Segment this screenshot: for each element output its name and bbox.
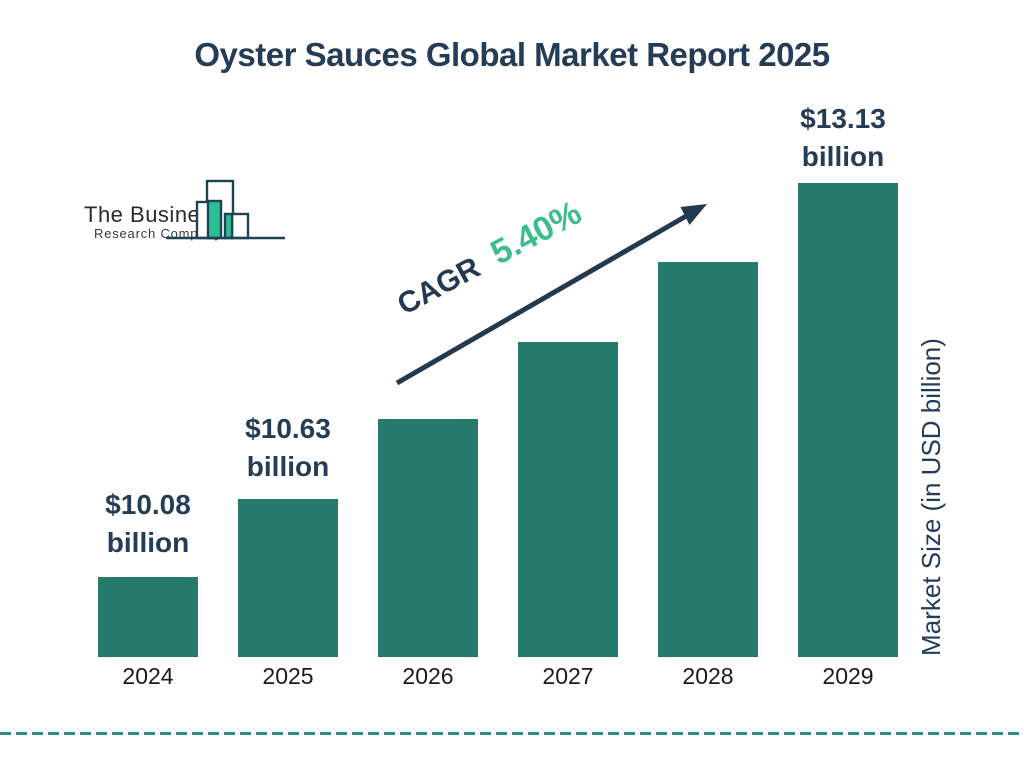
value-amount: $10.63 xyxy=(245,413,331,444)
value-label-2025: $10.63 billion xyxy=(208,410,368,486)
value-label-2029: $13.13 billion xyxy=(763,100,923,176)
value-amount: $13.13 xyxy=(800,103,886,134)
bar-2028 xyxy=(658,262,758,657)
bottom-dashed-divider xyxy=(0,732,1024,735)
x-tick-2024: 2024 xyxy=(122,663,174,689)
bar-2026 xyxy=(378,419,478,657)
x-tick-2027: 2027 xyxy=(542,663,594,689)
y-axis-label: Market Size (in USD billion) xyxy=(916,338,946,656)
bar-2024 xyxy=(98,577,198,657)
page-title: Oyster Sauces Global Market Report 2025 xyxy=(194,36,830,73)
x-tick-2026: 2026 xyxy=(402,663,454,689)
bar-chart-logo-icon xyxy=(166,179,285,240)
value-unit: billion xyxy=(246,451,330,482)
x-tick-2025: 2025 xyxy=(262,663,314,689)
company-logo: The Business Research Company xyxy=(78,174,298,249)
bar-2025 xyxy=(238,499,338,657)
x-tick-2028: 2028 xyxy=(682,663,734,689)
value-unit: billion xyxy=(106,527,190,558)
value-label-2024: $10.08 billion xyxy=(68,486,228,562)
value-unit: billion xyxy=(801,141,885,172)
bar-2027 xyxy=(518,342,618,657)
x-tick-2029: 2029 xyxy=(822,663,874,689)
bar-2029 xyxy=(798,183,898,657)
value-amount: $10.08 xyxy=(105,489,191,520)
